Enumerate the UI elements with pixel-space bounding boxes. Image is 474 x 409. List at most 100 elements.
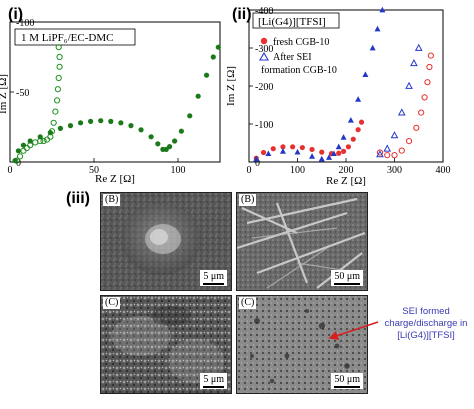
- chart-ii-series-2-point: [265, 150, 272, 157]
- chart-ii-xtick-label: 0: [247, 165, 252, 176]
- chart-i-series-0-point: [27, 142, 34, 149]
- chart-ii-series-0-point: [280, 144, 286, 150]
- chart-ii-legend-entry-sei: After SEI formation CGB-10: [259, 51, 337, 76]
- chart-ii-series-0-point: [290, 144, 296, 150]
- chart-ii-ytick-label: -400: [255, 6, 273, 17]
- chart-ii-series-2-point: [369, 44, 376, 51]
- chart-i-series-1-point: [12, 158, 18, 164]
- chart-i-series-0-point: [16, 153, 24, 160]
- chart-i-series-1-point: [88, 118, 94, 124]
- chart-ii-ytick-label: 0: [255, 158, 260, 169]
- chart-i-ytick-label: 0: [16, 158, 21, 169]
- chart-ii-series-0-point: [309, 146, 315, 153]
- chart-i-series-0-point: [56, 53, 63, 61]
- chart-i-series-0-point: [43, 136, 51, 143]
- chart-ii-legend-entry-fresh: fresh CGB-10: [260, 37, 329, 48]
- chart-ii-ytick-label: -200: [255, 82, 273, 93]
- chart-ii-series-2-point: [326, 154, 333, 160]
- sem-image-b-5um: (B) 5 μm: [100, 192, 232, 291]
- chart-i-series-1-point: [178, 128, 184, 134]
- chart-i-series-1-point: [172, 138, 178, 144]
- chart-ii-xtick-label: 300: [387, 165, 402, 176]
- chart-ii-series-2-point: [379, 6, 386, 13]
- chart-ii-xtick-label: 100: [290, 165, 305, 176]
- chart-ii-series-0-point: [358, 119, 365, 125]
- chart-ii-series-3-point: [414, 43, 423, 51]
- chart-i-series-0-point: [55, 44, 62, 51]
- chart-ii-ytick-label: -100: [255, 120, 273, 131]
- chart-ii-series-3-point: [376, 150, 384, 158]
- chart-ii-series-3-point: [383, 144, 392, 152]
- chart-i-series-0-point: [48, 128, 56, 135]
- chart-i-series-0-point: [50, 119, 57, 126]
- chart-i-series-1-point: [47, 130, 53, 136]
- chart-i-series-0-point: [32, 139, 39, 146]
- chart-ii-series-0-point: [260, 149, 267, 156]
- chart-i-series-0-point: [23, 144, 30, 152]
- chart-i-xtick-label: 50: [89, 165, 99, 176]
- chart-i-series-0-point: [52, 108, 59, 115]
- chart-ii-series-0-point: [345, 144, 352, 150]
- chart-i-series-1-point: [128, 123, 134, 129]
- legend-marker-fresh: [260, 37, 268, 45]
- chart-ii-series-0-point: [319, 149, 325, 155]
- chart-ii-series-1-point: [427, 52, 434, 59]
- chart-i-series-1-point: [67, 123, 74, 129]
- sem-image-c-50um: (C) 50 μm: [236, 295, 368, 394]
- sem-scale-bar: 50 μm: [331, 270, 363, 286]
- chart-ii-series-2-point: [309, 153, 316, 159]
- sem-scale-bar: 5 μm: [200, 270, 227, 286]
- chart-i-legend-title: 1 M LiPF₆/EC-DMC: [21, 32, 113, 44]
- chart-ii-series-2-point: [253, 155, 260, 162]
- chart-ii-series-0-point: [350, 136, 356, 142]
- chart-i-series-1-point: [148, 134, 154, 140]
- sem-annotation-text: SEI formed charge/discharge in [Li(G4)][…: [384, 306, 468, 341]
- chart-ii-series-2-point: [355, 96, 362, 102]
- sem-image-c-5um: (C) 5 μm: [100, 295, 232, 394]
- chart-i-series-1-point: [108, 118, 114, 124]
- chart-i-xlabel: Re Z [Ω]: [95, 173, 135, 185]
- panel-label-iii: (iii): [66, 190, 90, 207]
- chart-i-series-1-point: [98, 118, 104, 124]
- chart-ii-series-0-point: [340, 148, 347, 154]
- chart-ii-series-0-point: [355, 127, 361, 133]
- chart-ii-series-1-point: [426, 63, 433, 71]
- chart-i-series-1-point: [210, 54, 216, 60]
- chart-ii-series-1-point: [391, 152, 398, 159]
- chart-ii-series-0-point: [336, 150, 342, 156]
- chart-ii-series-2-point: [374, 25, 381, 32]
- chart-i-series-1-point: [203, 72, 210, 78]
- chart-ii-series-3-point: [410, 58, 418, 67]
- chart-ii-legend-box: [252, 12, 340, 29]
- chart-ii-series-3-point: [405, 81, 413, 89]
- chart-i-series-0-point: [13, 157, 20, 164]
- chart-i-series-1-point: [195, 93, 201, 99]
- chart-i-series-1-point: [37, 134, 43, 140]
- chart-i-series-0-point: [20, 147, 27, 154]
- chart-ii-series-1-point: [405, 138, 413, 145]
- chart-ii-series-1-point: [384, 152, 391, 159]
- chart-ii-series-2-point: [340, 134, 347, 140]
- chart-i-series-1-point: [77, 120, 84, 126]
- sem-scale-bar: 50 μm: [331, 373, 363, 389]
- chart-ii-series-2-point: [362, 71, 369, 77]
- chart-ii-series-0-point: [328, 151, 335, 157]
- chart-i-series-1-point: [15, 148, 21, 154]
- sem-texture-rough: [101, 296, 231, 393]
- sem-tag: (C): [103, 297, 121, 309]
- chart-i-series-1-point: [118, 120, 124, 126]
- chart-i-series-1-point: [27, 138, 33, 144]
- legend-label-sei-line2: formation CGB-10: [261, 65, 337, 76]
- chart-ii-series-2-point: [294, 148, 301, 155]
- chart-ii-series-1-point: [413, 124, 420, 131]
- chart-i-frame: [9, 21, 221, 163]
- chart-i-ytick-label: -50: [16, 88, 29, 99]
- chart-i-series-0-point: [56, 63, 63, 70]
- chart-ii-xlabel: Re Z [Ω]: [326, 175, 366, 187]
- chart-i-series-0-point: [54, 86, 61, 93]
- chart-i-series-1-point: [163, 146, 169, 152]
- sem-image-grid: (B) 5 μm (B) 50 μm: [100, 192, 380, 404]
- chart-i-series-1-point: [138, 127, 144, 133]
- chart-i-series-0-point: [40, 137, 47, 145]
- chart-ii-series-2-point: [335, 143, 342, 150]
